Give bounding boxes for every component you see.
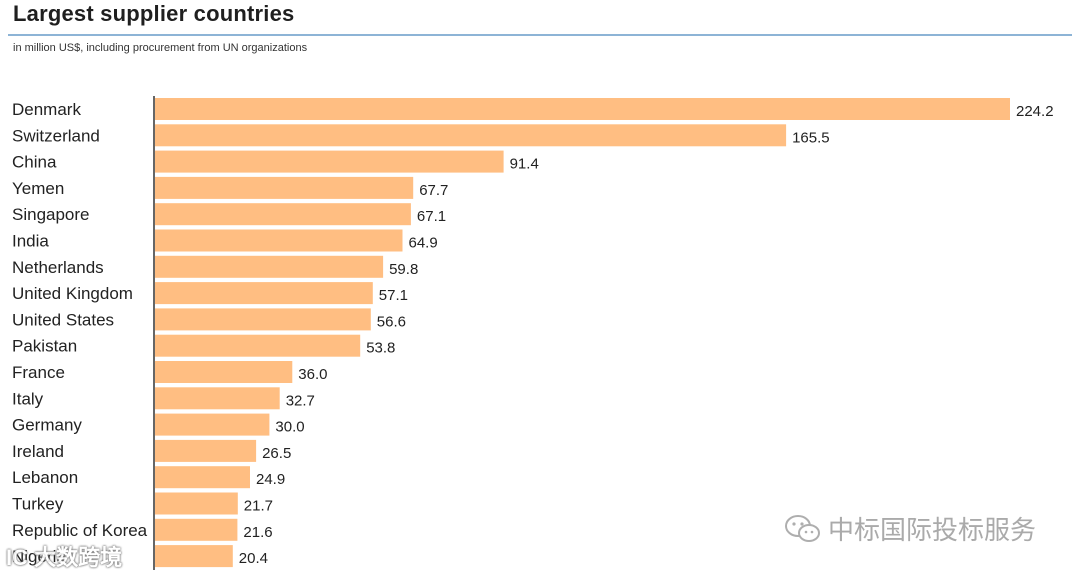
category-label-ireland: Ireland <box>12 442 64 461</box>
chart-subtitle: in million US$, including procurement fr… <box>13 42 308 54</box>
category-label-netherlands: Netherlands <box>12 258 104 277</box>
category-label-china: China <box>12 153 57 172</box>
value-label-singapore: 67.1 <box>417 208 446 225</box>
bar-republic-of-korea <box>155 518 238 541</box>
bar-italy <box>155 387 280 410</box>
value-label-yemen: 67.7 <box>419 182 448 199</box>
value-label-turkey: 21.7 <box>244 498 273 515</box>
category-labels: Denmark Switzerland China Yemen Singapore Ind… <box>12 100 148 566</box>
category-label-singapore: Singapore <box>12 205 90 224</box>
wechat-account-name: 中标国际投标服务 <box>828 515 1037 545</box>
value-label-ireland: 26.5 <box>262 445 291 462</box>
category-label-republic-of-korea: Republic of Korea <box>12 521 148 540</box>
category-label-turkey: Turkey <box>12 495 64 514</box>
bar-denmark <box>155 98 1010 120</box>
value-label-italy: 32.7 <box>286 392 315 409</box>
bar-group <box>155 98 1010 568</box>
title-divider <box>8 34 1072 36</box>
category-label-italy: Italy <box>12 389 44 408</box>
category-label-lebanon: Lebanon <box>12 468 78 487</box>
category-label-nigeria: Nigeria <box>12 547 66 566</box>
value-label-nigeria: 20.4 <box>239 550 268 567</box>
value-label-united-kingdom: 57.1 <box>379 287 408 304</box>
value-label-china: 91.4 <box>510 156 539 173</box>
bar-china <box>155 150 504 173</box>
value-label-india: 64.9 <box>409 235 438 252</box>
bar-united-kingdom <box>155 282 373 305</box>
bar-turkey <box>155 492 238 515</box>
bar-yemen <box>155 176 414 199</box>
category-label-germany: Germany <box>12 416 82 435</box>
wechat-watermark: 中标国际投标服务 <box>784 510 1036 547</box>
value-label-republic-of-korea: 21.6 <box>243 524 272 541</box>
bar-india <box>155 229 403 252</box>
bar-pakistan <box>155 334 361 357</box>
category-label-denmark: Denmark <box>12 100 81 119</box>
bar-switzerland <box>155 124 787 147</box>
category-label-france: France <box>12 363 65 382</box>
bar-france <box>155 361 293 383</box>
value-label-germany: 30.0 <box>275 419 304 436</box>
category-label-united-kingdom: United Kingdom <box>12 284 133 303</box>
bar-netherlands <box>155 255 384 278</box>
value-label-switzerland: 165.5 <box>792 129 830 146</box>
value-label-denmark: 224.2 <box>1016 103 1054 120</box>
bar-lebanon <box>155 466 250 489</box>
category-label-united-states: United States <box>12 310 114 329</box>
value-labels: 224.2 165.5 91.4 67.7 67.1 64.9 59.8 57.1 56.6 53… <box>239 103 1054 567</box>
value-label-lebanon: 24.9 <box>256 471 285 488</box>
value-label-united-states: 56.6 <box>377 313 406 330</box>
chart-title: Largest supplier countries <box>13 1 295 26</box>
bar-ireland <box>155 439 257 462</box>
wechat-icon <box>785 514 820 542</box>
value-label-netherlands: 59.8 <box>389 261 418 278</box>
category-label-india: India <box>12 232 49 251</box>
bar-singapore <box>155 203 411 226</box>
category-label-pakistan: Pakistan <box>12 337 77 356</box>
category-label-switzerland: Switzerland <box>12 126 100 145</box>
category-label-yemen: Yemen <box>12 179 64 198</box>
bar-germany <box>155 413 270 436</box>
bar-nigeria <box>155 545 233 568</box>
bar-united-states <box>155 308 371 331</box>
corner-watermark: IC 大数跨境 <box>6 545 123 570</box>
value-label-pakistan: 53.8 <box>366 340 395 357</box>
value-label-france: 36.0 <box>298 366 327 383</box>
